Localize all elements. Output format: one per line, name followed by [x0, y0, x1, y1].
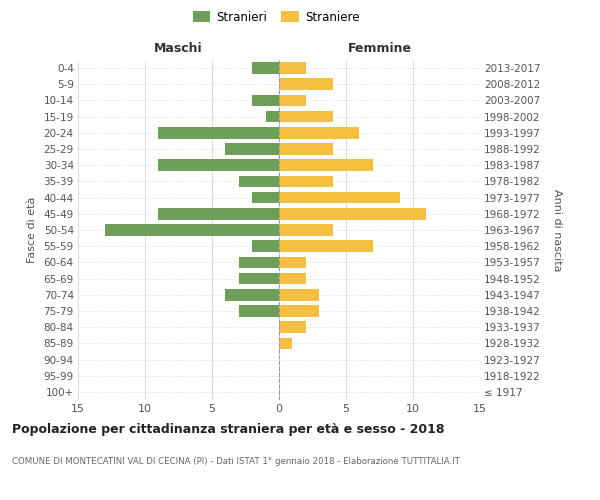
Bar [239, 305, 279, 317]
Text: Popolazione per cittadinanza straniera per età e sesso - 2018: Popolazione per cittadinanza straniera p… [12, 422, 445, 436]
Bar [226, 143, 279, 155]
Bar [279, 289, 319, 300]
Bar [279, 322, 306, 333]
Bar [239, 272, 279, 284]
Bar [279, 143, 332, 155]
Bar [279, 305, 319, 317]
Bar [279, 256, 306, 268]
Bar [239, 256, 279, 268]
Bar [158, 208, 279, 220]
Bar [279, 272, 306, 284]
Bar [279, 127, 359, 138]
Bar [239, 176, 279, 188]
Bar [279, 176, 332, 188]
Bar [279, 240, 373, 252]
Bar [279, 192, 400, 203]
Bar [279, 94, 306, 106]
Bar [158, 127, 279, 138]
Legend: Stranieri, Straniere: Stranieri, Straniere [190, 8, 362, 26]
Bar [279, 224, 332, 236]
Bar [226, 289, 279, 300]
Text: COMUNE DI MONTECATINI VAL DI CECINA (PI) - Dati ISTAT 1° gennaio 2018 - Elaboraz: COMUNE DI MONTECATINI VAL DI CECINA (PI)… [12, 458, 460, 466]
Bar [158, 160, 279, 171]
Bar [252, 94, 279, 106]
Bar [266, 111, 279, 122]
Y-axis label: Anni di nascita: Anni di nascita [552, 188, 562, 271]
Bar [279, 111, 332, 122]
Text: Femmine: Femmine [347, 42, 412, 55]
Bar [252, 62, 279, 74]
Y-axis label: Fasce di età: Fasce di età [26, 197, 37, 263]
Bar [279, 62, 306, 74]
Bar [279, 208, 427, 220]
Bar [252, 192, 279, 203]
Bar [252, 240, 279, 252]
Bar [279, 160, 373, 171]
Bar [105, 224, 279, 236]
Text: Maschi: Maschi [154, 42, 203, 55]
Bar [279, 338, 292, 349]
Bar [279, 78, 332, 90]
